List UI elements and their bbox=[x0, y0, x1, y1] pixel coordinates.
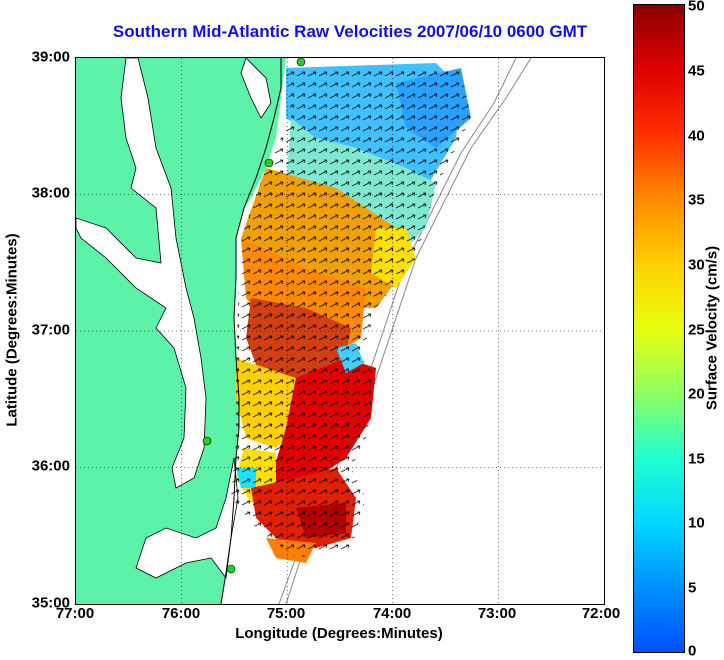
velocity-arrows bbox=[231, 68, 471, 558]
chesapeake-bay bbox=[76, 58, 207, 489]
colorbar-tick-label: 25 bbox=[688, 321, 705, 339]
colorbar-tick-label: 15 bbox=[688, 450, 705, 468]
radar-station bbox=[202, 436, 212, 446]
colorbar-tick-label: 5 bbox=[688, 579, 697, 597]
map-canvas bbox=[76, 58, 604, 604]
grid bbox=[76, 58, 604, 604]
x-tick-label: 77:00 bbox=[55, 605, 95, 622]
y-tick-label: 35:00 bbox=[31, 594, 70, 612]
x-tick-label: 74:00 bbox=[372, 605, 412, 622]
x-tick-label: 76:00 bbox=[161, 605, 201, 622]
colorbar bbox=[633, 4, 685, 653]
y-tick-label: 36:00 bbox=[31, 457, 70, 475]
y-tick-label: 39:00 bbox=[31, 48, 70, 66]
colorbar-tick-label: 10 bbox=[688, 514, 705, 532]
colorbar-tick-label: 0 bbox=[688, 642, 697, 660]
map-plot-area bbox=[75, 57, 605, 605]
colorbar-tick-label: 35 bbox=[688, 191, 705, 209]
y-axis-label: Latitude (Degrees:Minutes) bbox=[3, 233, 21, 427]
radar-station bbox=[226, 564, 236, 574]
radar-station bbox=[296, 58, 306, 67]
land-delmarva bbox=[146, 58, 286, 298]
colorbar-tick-label: 45 bbox=[688, 62, 705, 80]
colorbar-tick-label: 30 bbox=[688, 256, 705, 274]
colorbar-label: Surface Velocity (cm/s) bbox=[703, 245, 721, 411]
chart-title: Southern Mid-Atlantic Raw Velocities 200… bbox=[112, 22, 588, 41]
radar-station bbox=[264, 158, 274, 168]
x-tick-label: 72:00 bbox=[581, 605, 621, 622]
coastline bbox=[220, 58, 282, 604]
x-tick-label: 75:00 bbox=[266, 605, 306, 622]
x-tick-label: 73:00 bbox=[477, 605, 517, 622]
colorbar-tick-label: 40 bbox=[688, 127, 705, 145]
y-tick-label: 37:00 bbox=[31, 321, 70, 339]
x-axis-label: Longitude (Degrees:Minutes) bbox=[235, 625, 443, 642]
delaware-bay bbox=[240, 58, 272, 119]
colorbar-tick-label: 20 bbox=[688, 385, 705, 403]
y-tick-label: 38:00 bbox=[31, 184, 70, 202]
colorbar-tick-label: 50 bbox=[688, 0, 705, 15]
